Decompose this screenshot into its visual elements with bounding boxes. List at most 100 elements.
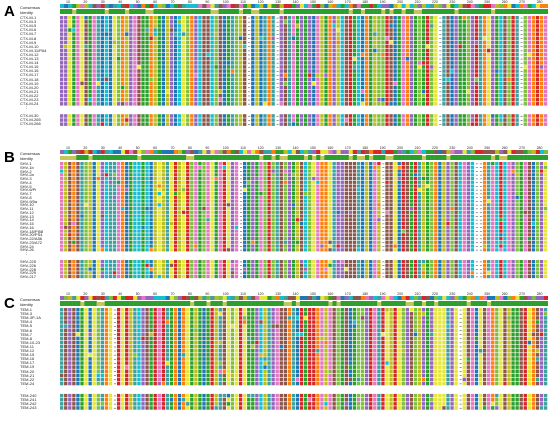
residue-cell (243, 65, 247, 69)
residue-cell (133, 203, 137, 207)
residue-cell (157, 98, 161, 102)
residue-cell (149, 85, 153, 90)
consensus-cell (336, 150, 341, 154)
residue-cell (60, 118, 64, 122)
residue-cell (421, 195, 426, 199)
gap-mark (248, 75, 251, 76)
residue-cell (72, 98, 76, 102)
residue-cell (287, 169, 292, 173)
residue-cell (182, 77, 186, 81)
residue-cell (161, 199, 166, 203)
residue-cell (312, 177, 316, 181)
residue-cell (267, 177, 271, 181)
residue-cell (60, 73, 64, 77)
residue-cell (523, 85, 527, 90)
residue-cell (291, 16, 296, 20)
residue-cell (80, 61, 84, 65)
identity-cell (478, 155, 484, 160)
residue-cell (466, 24, 471, 28)
residue-cell (125, 162, 129, 166)
residue-cell (84, 199, 88, 203)
residue-cell (202, 98, 206, 102)
identity-cell (153, 9, 158, 14)
residue-cell (96, 162, 100, 166)
residue-cell (462, 102, 466, 106)
residue-cell (279, 169, 283, 173)
residue-cell (251, 20, 255, 24)
residue-cell (336, 165, 340, 169)
residue-cell (263, 16, 267, 20)
residue-cell (360, 169, 365, 173)
residue-cell (68, 102, 72, 106)
residue-cell (491, 188, 495, 192)
residue-cell (503, 192, 507, 196)
residue-cell (470, 65, 475, 69)
residue-cell (214, 102, 218, 106)
identity-cell (430, 9, 435, 14)
residue-cell (434, 36, 438, 40)
consensus-cell (161, 4, 166, 8)
residue-cell (182, 73, 186, 77)
residue-cell (230, 44, 235, 49)
residue-cell (389, 81, 393, 86)
residue-cell (442, 24, 446, 28)
residue-cell (259, 180, 263, 184)
residue-cell (360, 180, 365, 184)
residue-cell (458, 114, 462, 118)
residue-cell (304, 20, 308, 24)
residue-cell (129, 184, 133, 188)
residue-cell (157, 169, 161, 173)
residue-cell (352, 184, 357, 188)
residue-cell (108, 24, 113, 28)
residue-cell (76, 52, 80, 57)
residue-cell (340, 73, 344, 77)
residue-cell (462, 57, 466, 61)
consensus-cell (173, 4, 179, 8)
residue-cell (450, 184, 454, 188)
residue-cell (84, 118, 88, 122)
consensus-cell (507, 150, 512, 154)
gap-mark (439, 46, 442, 48)
residue-cell (365, 180, 369, 184)
residue-cell (381, 98, 385, 102)
residue-cell (348, 203, 353, 207)
residue-cell (149, 77, 153, 81)
residue-cell (356, 61, 361, 65)
residue-cell (88, 184, 92, 188)
residue-cell (100, 20, 105, 24)
residue-cell (499, 165, 503, 169)
residue-cell (409, 24, 414, 28)
residue-cell (523, 48, 527, 53)
residue-cell (186, 192, 190, 196)
residue-cell (466, 93, 471, 98)
residue-cell (255, 40, 259, 45)
residue-cell (352, 118, 357, 122)
residue-cell (287, 24, 292, 28)
residue-cell (125, 36, 129, 40)
residue-cell (328, 52, 332, 57)
residue-cell (340, 16, 344, 20)
residue-cell (487, 16, 491, 20)
ruler-tick: 50 (135, 146, 140, 150)
residue-cell (304, 188, 308, 192)
residue-cell (482, 69, 487, 73)
residue-cell (76, 165, 80, 169)
residue-cell (104, 65, 109, 69)
residue-cell (279, 122, 283, 126)
residue-cell (238, 114, 243, 118)
residue-cell (267, 16, 271, 20)
residue-cell (206, 122, 210, 126)
residue-cell (385, 69, 389, 73)
ellipsis: ⋮ (24, 250, 29, 256)
residue-cell (226, 57, 231, 61)
residue-cell (413, 40, 418, 45)
residue-cell (478, 69, 483, 73)
residue-cell (446, 36, 450, 40)
residue-cell (356, 122, 361, 126)
residue-cell (64, 203, 68, 207)
identity-cell (462, 9, 467, 14)
residue-cell (255, 61, 259, 65)
residue-cell (72, 20, 76, 24)
residue-cell (177, 20, 182, 24)
residue-cell (255, 28, 259, 32)
